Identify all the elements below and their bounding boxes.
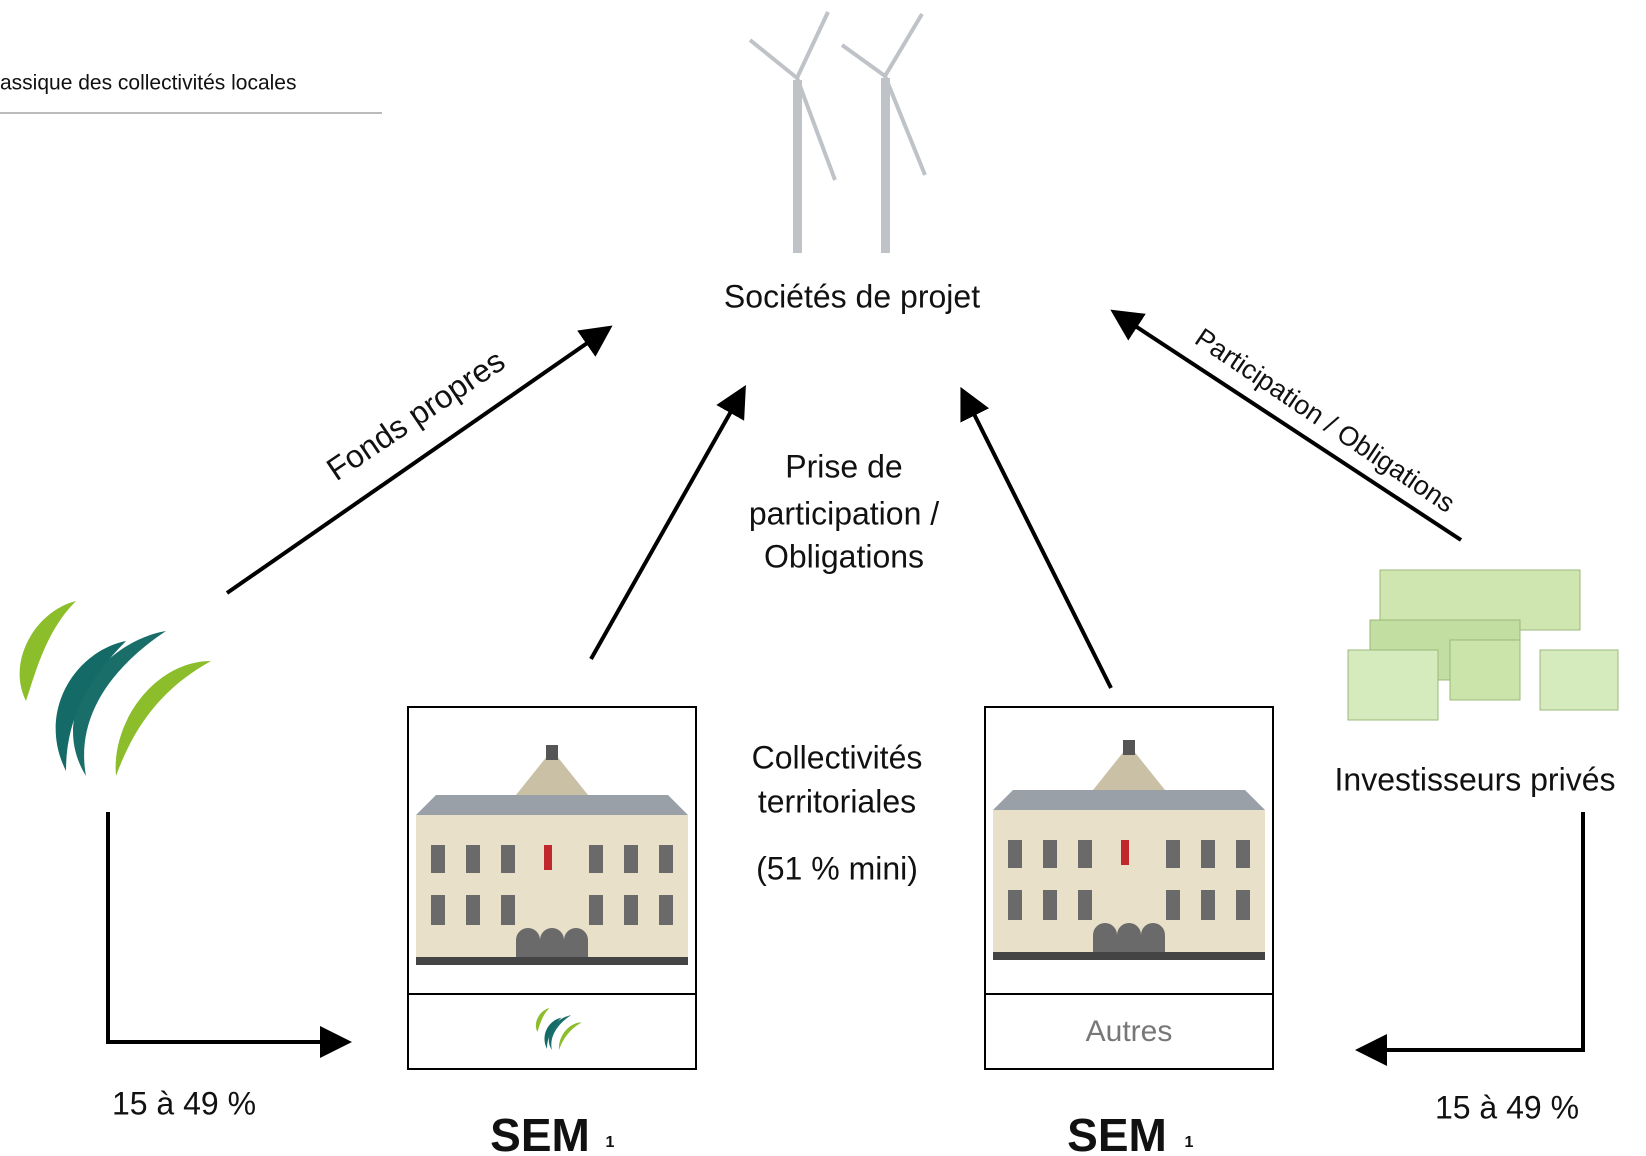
arrow [108, 812, 344, 1042]
project-label: Sociétés de projet [724, 278, 980, 314]
share-label: 15 à 49 % [1435, 1089, 1579, 1125]
edge-label: Participation / Obligations [1190, 322, 1461, 518]
footnote-mark: 1 [606, 1134, 615, 1151]
arrow [1363, 812, 1583, 1050]
arrow [591, 392, 742, 659]
edge-label: Prise de [785, 448, 902, 484]
sem-label: SEM [1067, 1109, 1167, 1156]
box-label: Autres [1086, 1015, 1173, 1048]
share-label: (51 % mini) [756, 850, 918, 886]
share-label: 15 à 49 % [112, 1085, 256, 1121]
footnote-mark: 1 [1185, 1134, 1194, 1151]
arrow [227, 330, 606, 593]
wind-turbines [750, 12, 925, 253]
sem-label: SEM [490, 1109, 590, 1156]
sem-box [408, 707, 696, 1069]
node-label: territoriales [758, 783, 916, 819]
node-label: Investisseurs privés [1335, 761, 1616, 797]
money [1348, 570, 1618, 720]
diagram: assique des collectivités locales Sociét… [0, 0, 1646, 1156]
logo [20, 601, 211, 776]
edge-label: participation / [749, 495, 939, 531]
node-label: Collectivités [752, 739, 923, 775]
arrow [964, 394, 1111, 688]
edge-label: Obligations [764, 538, 924, 574]
arrow [1117, 314, 1461, 540]
subtitle: assique des collectivités locales [0, 72, 296, 95]
